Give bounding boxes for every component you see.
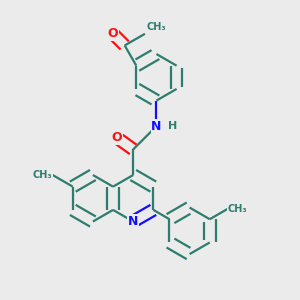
Text: CH₃: CH₃ (228, 204, 248, 214)
Text: O: O (112, 131, 122, 144)
Text: CH₃: CH₃ (33, 170, 52, 180)
Text: H: H (168, 121, 177, 131)
Text: CH₃: CH₃ (146, 22, 166, 32)
Text: N: N (128, 215, 138, 228)
Text: O: O (108, 27, 118, 40)
Text: N: N (151, 120, 162, 133)
